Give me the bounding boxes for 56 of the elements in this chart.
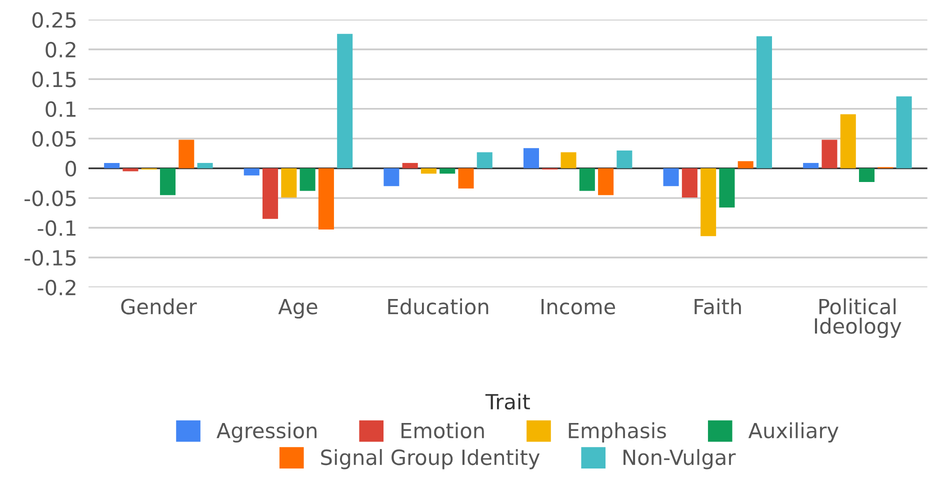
y-tick-label: 0 [66,160,76,177]
bar [738,161,754,168]
legend-label: Signal Group Identity [321,449,540,470]
x-tick-label: Income [542,298,616,314]
bar [616,150,632,168]
bar [523,148,540,168]
bar [244,168,260,176]
bar [440,168,456,174]
legend-label: Non-Vulgar [624,449,736,470]
y-tick-label: -0.2 [38,280,76,296]
bar [122,168,138,172]
bar [719,168,735,208]
y-tick-label: -0.1 [38,220,76,236]
bar [756,36,772,168]
x-tick-label: Political Ideology [814,298,902,338]
bar [104,162,120,168]
y-tick-label: 0.1 [46,101,76,118]
legend-label: Auxiliary [748,422,838,442]
y-tick-label: 0.15 [32,72,76,88]
bar [803,162,819,168]
bar [663,168,679,186]
bar [458,168,474,189]
x-axis-title: Trait [485,393,530,410]
bar [420,168,436,174]
bar [476,152,492,168]
x-tick-label: Gender [121,298,197,314]
bar [822,140,838,168]
bar [840,114,856,168]
bar [402,162,418,168]
bar [281,168,297,198]
bar [197,162,213,168]
y-tick-label: 0.2 [46,42,76,58]
bar [700,168,716,236]
legend-label: Emphasis [568,422,666,442]
y-tick-label: 0.25 [32,12,76,28]
x-tick-label: Faith [694,298,741,314]
bar [178,140,194,168]
legend-label: Emotion [402,422,484,438]
bar [160,168,176,196]
bar [318,168,334,230]
bar [300,168,316,191]
bar [384,168,400,186]
y-tick-label: 0.05 [32,131,76,147]
bar [337,34,353,168]
bar [896,96,912,168]
x-tick-label: Age [278,298,318,319]
y-tick-label: -0.05 [24,190,76,206]
y-tick-label: -0.15 [24,250,76,266]
bar [598,168,614,196]
bar [858,168,875,182]
bar [262,168,278,219]
bar [579,168,595,191]
bar [560,152,576,168]
bar [682,168,698,198]
legend-label: Agression [216,422,316,442]
x-tick-label: Education [388,298,488,314]
